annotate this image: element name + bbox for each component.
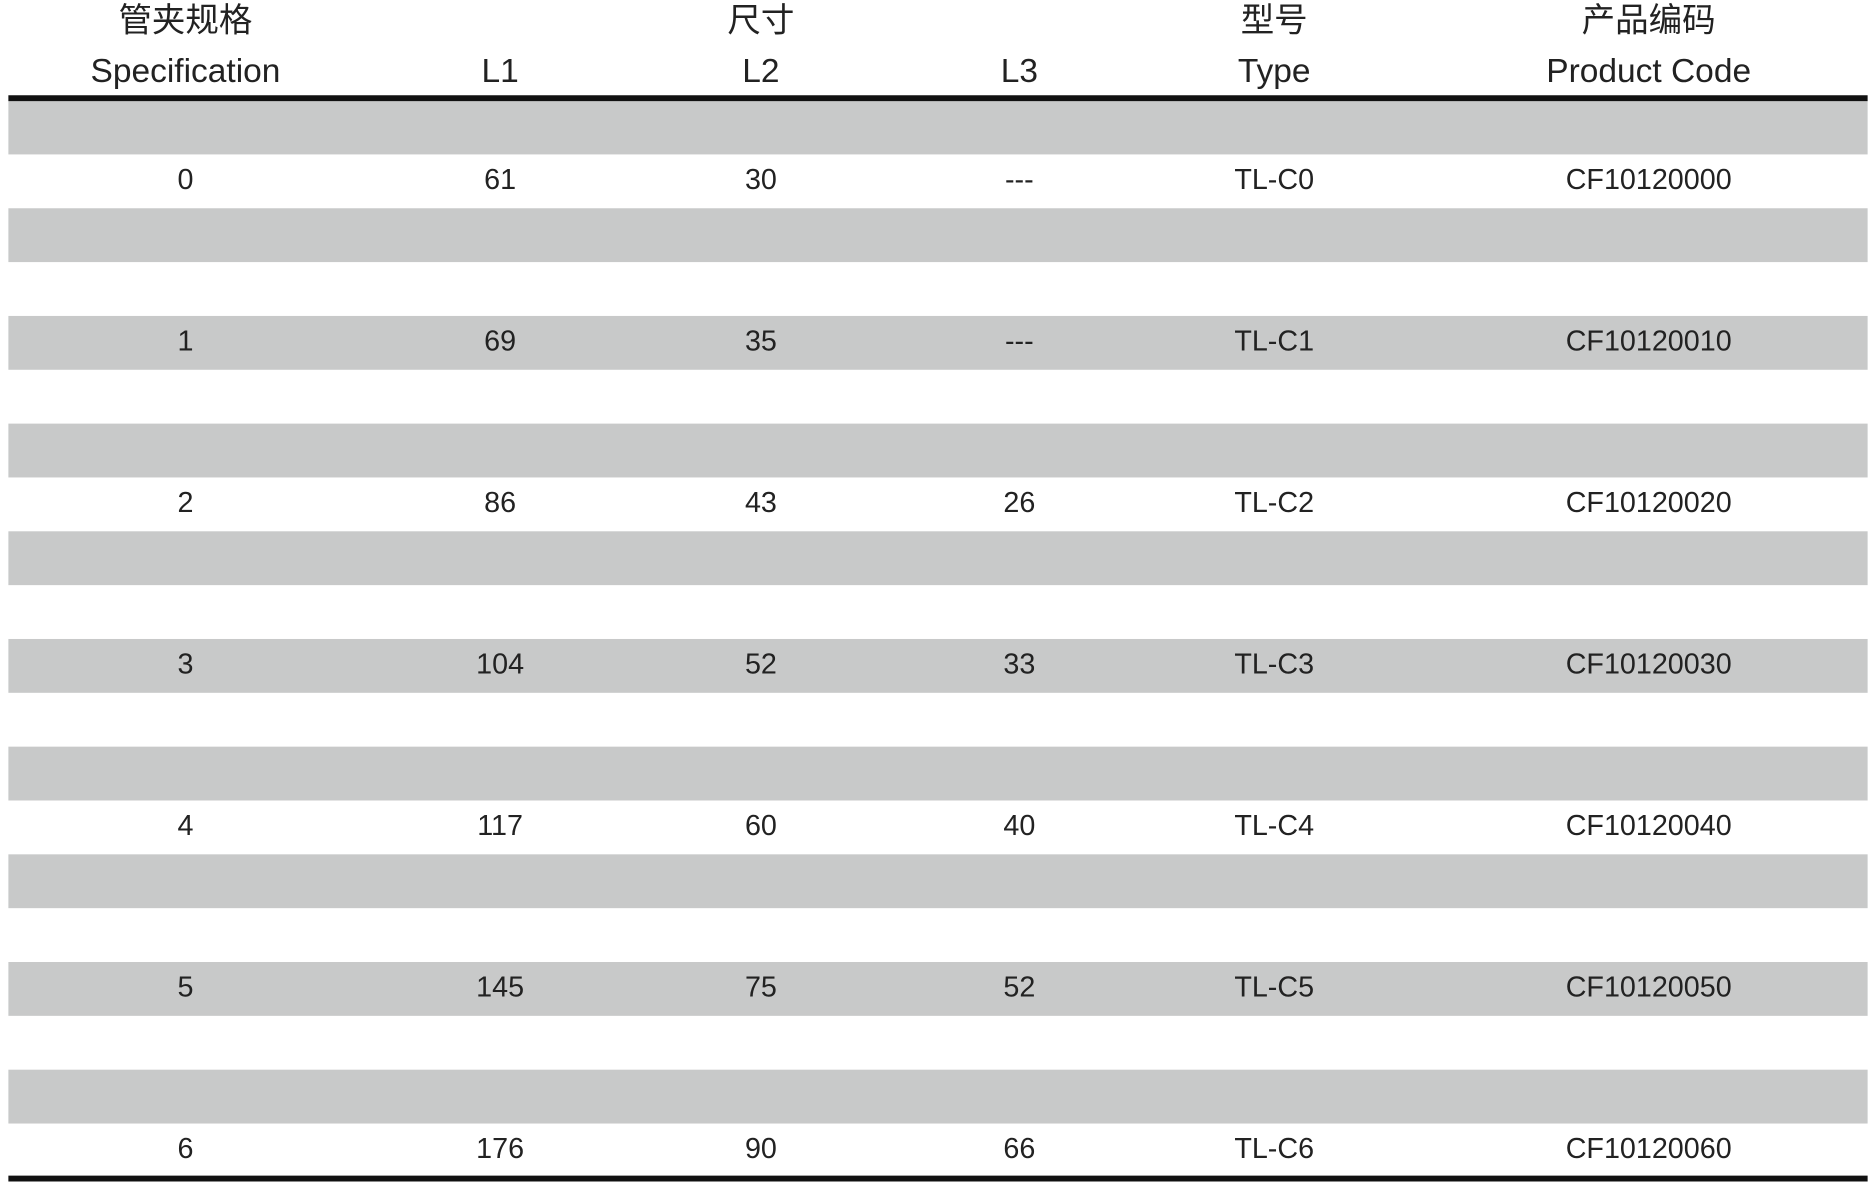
stripe <box>8 208 1868 263</box>
cell: 52 <box>745 648 777 680</box>
cell: 3 <box>177 648 193 680</box>
cell: TL-C4 <box>1234 810 1314 842</box>
column-header: Type <box>1238 53 1311 90</box>
cell: 69 <box>484 325 516 357</box>
column-header: Product Code <box>1546 53 1751 90</box>
cell: 52 <box>1003 972 1035 1004</box>
cell: 75 <box>745 972 777 1004</box>
stripe <box>8 854 1868 909</box>
cell: CF10120010 <box>1566 325 1732 357</box>
cell: 60 <box>745 810 777 842</box>
cell: 90 <box>745 1133 777 1165</box>
cell: 145 <box>476 972 524 1004</box>
stripe <box>8 423 1868 478</box>
cell: 86 <box>484 487 516 519</box>
cell: TL-C5 <box>1234 972 1314 1004</box>
stripe <box>8 962 1868 1016</box>
cell: 66 <box>1003 1133 1035 1165</box>
stripe <box>8 638 1868 693</box>
stripe <box>8 531 1868 586</box>
cell: 5 <box>177 972 193 1004</box>
cell: CF10120030 <box>1566 648 1732 680</box>
cell: --- <box>1005 325 1034 357</box>
stripes <box>8 100 1868 1124</box>
cell: CF10120040 <box>1566 810 1732 842</box>
column-header: L2 <box>742 53 779 90</box>
column-header: L1 <box>481 53 518 90</box>
cell: TL-C3 <box>1234 648 1314 680</box>
header-cn: 型号 <box>1241 3 1308 40</box>
cell: CF10120060 <box>1566 1133 1732 1165</box>
cell: CF10120020 <box>1566 487 1732 519</box>
stripe <box>8 100 1868 155</box>
cell: 0 <box>177 164 193 196</box>
cell: 35 <box>745 325 777 357</box>
cell: TL-C1 <box>1234 325 1314 357</box>
cell: 2 <box>177 487 193 519</box>
header-cn: 尺寸 <box>727 3 794 40</box>
cell: 43 <box>745 487 777 519</box>
stripe <box>8 315 1868 370</box>
cell: 40 <box>1003 810 1035 842</box>
column-header: Specification <box>90 53 280 90</box>
cell: 26 <box>1003 487 1035 519</box>
cell: 6 <box>177 1133 193 1165</box>
stripe <box>8 746 1868 801</box>
cell: 117 <box>477 810 523 842</box>
cell: 1 <box>177 325 193 357</box>
cell: TL-C2 <box>1234 487 1314 519</box>
cell: 176 <box>476 1133 524 1165</box>
cell: TL-C6 <box>1234 1133 1314 1165</box>
cell: CF10120050 <box>1566 972 1732 1004</box>
cell: 30 <box>745 164 777 196</box>
cell: 4 <box>177 810 193 842</box>
header-cn: 产品编码 <box>1582 3 1716 40</box>
cell: --- <box>1005 164 1034 196</box>
cell: 33 <box>1003 648 1035 680</box>
stripe <box>8 1069 1868 1124</box>
column-header: L3 <box>1001 53 1038 90</box>
cell: CF10120000 <box>1566 164 1732 196</box>
cell: TL-C0 <box>1234 164 1314 196</box>
cell: 104 <box>476 648 524 680</box>
cell: 61 <box>484 164 516 196</box>
header-cn: 管夹规格 <box>118 3 252 40</box>
